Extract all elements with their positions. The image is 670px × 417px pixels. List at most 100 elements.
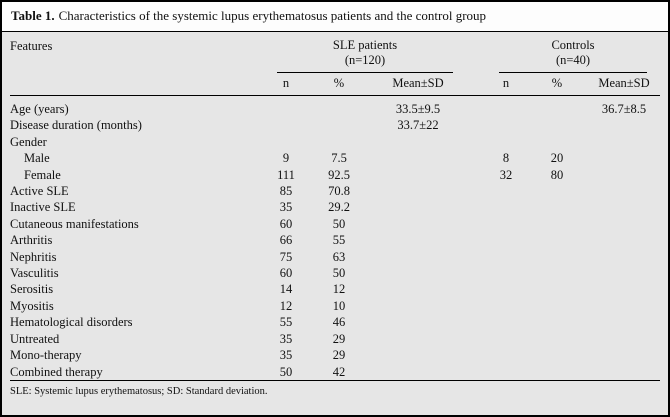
sle-n-cell xyxy=(264,134,308,150)
feature-cell: Gender xyxy=(10,134,47,149)
feature-cell: Vasculitis xyxy=(10,266,59,281)
sle-pct-cell: 63 xyxy=(332,249,346,264)
controls-n-cell xyxy=(486,183,526,199)
feature-cell: Myositis xyxy=(10,298,54,313)
sle-mean-cell: 33.5±9.5 xyxy=(395,102,441,116)
table-row-male: Male 9 7.5 8 20 xyxy=(10,150,660,166)
sle-n-cell: 9 xyxy=(282,151,290,166)
feature-cell: Age (years) xyxy=(10,102,69,116)
sle-mean-cell xyxy=(370,134,466,150)
table-row-active-sle: Active SLE 85 70.8 xyxy=(10,183,660,199)
feature-cell: Mono-therapy xyxy=(10,348,82,363)
sle-mean-cell xyxy=(370,281,466,297)
controls-n-cell xyxy=(486,364,526,381)
controls-pct-cell xyxy=(526,281,588,297)
sle-mean-cell xyxy=(370,183,466,199)
controls-mean-cell xyxy=(588,281,660,297)
sle-pct-cell: 12 xyxy=(332,282,346,297)
controls-n-cell: 32 xyxy=(499,167,513,182)
sle-mean-cell: 33.7±22 xyxy=(397,118,439,133)
controls-pct-cell xyxy=(526,134,588,150)
controls-group-name: Controls xyxy=(551,38,595,52)
table-row-age: Age (years) 33.5±9.5 36.7±8.5 xyxy=(10,96,660,118)
sle-n-cell: 66 xyxy=(279,233,293,248)
controls-pct-cell xyxy=(526,314,588,330)
sle-pct-cell: 70.8 xyxy=(328,184,350,199)
controls-mean-cell: 36.7±8.5 xyxy=(601,102,647,116)
controls-pct-cell xyxy=(526,331,588,347)
sle-pct-cell xyxy=(308,117,370,133)
column-gap xyxy=(466,32,486,96)
table-title: Table 1. Characteristics of the systemic … xyxy=(2,2,668,32)
controls-mean-cell xyxy=(588,117,660,133)
controls-mean-cell xyxy=(588,199,660,215)
sle-n-cell: 85 xyxy=(279,184,293,199)
sle-mean-cell xyxy=(370,364,466,381)
controls-n-cell xyxy=(486,199,526,215)
sle-n-cell xyxy=(264,96,308,118)
feature-cell: Combined therapy xyxy=(10,364,103,379)
controls-mean-cell xyxy=(588,364,660,381)
controls-pct-cell xyxy=(526,298,588,314)
table-row-hematological: Hematological disorders 55 46 xyxy=(10,314,660,330)
sle-pct-cell: 50 xyxy=(332,266,346,281)
sle-n-cell: 111 xyxy=(277,167,295,182)
table-row-inactive-sle: Inactive SLE 35 29.2 xyxy=(10,199,660,215)
table-rows: Age (years) 33.5±9.5 36.7±8.5 Disease du… xyxy=(10,96,660,381)
controls-mean-cell xyxy=(588,314,660,330)
sle-pct-cell: 92.5 xyxy=(328,167,350,182)
controls-n-cell xyxy=(486,265,526,281)
controls-n-cell xyxy=(486,298,526,314)
controls-mean-cell xyxy=(588,232,660,248)
controls-pct-cell: 20 xyxy=(550,151,564,166)
controls-n-cell xyxy=(486,331,526,347)
controls-group-labels: Controls (n=40) xyxy=(499,38,648,73)
sle-pct-cell xyxy=(308,96,370,118)
sle-n-cell: 60 xyxy=(279,266,293,281)
controls-pct-cell xyxy=(526,183,588,199)
controls-pct-cell xyxy=(526,249,588,265)
controls-n-cell xyxy=(486,117,526,133)
feature-cell: Hematological disorders xyxy=(10,315,133,330)
controls-mean-cell xyxy=(588,331,660,347)
sle-pct-cell: 50 xyxy=(332,216,346,231)
features-column-header: Features xyxy=(10,32,264,96)
sle-n-cell: 35 xyxy=(279,331,293,346)
table-header: Features SLE patients (n=120) Controls (… xyxy=(10,32,661,96)
sle-n-cell: 35 xyxy=(279,348,293,363)
sle-mean-cell xyxy=(370,199,466,215)
sle-pct-cell: 29 xyxy=(332,331,346,346)
sle-pct-header: % xyxy=(308,73,370,96)
feature-cell: Arthritis xyxy=(10,233,53,248)
sle-group-header: SLE patients (n=120) xyxy=(264,32,466,73)
sle-pct-cell: 55 xyxy=(332,233,346,248)
sle-n-cell xyxy=(264,117,308,133)
controls-pct-cell xyxy=(526,117,588,133)
controls-pct-cell xyxy=(526,216,588,232)
feature-cell: Untreated xyxy=(10,331,60,346)
controls-pct-cell xyxy=(526,232,588,248)
feature-cell: Serositis xyxy=(10,282,54,297)
sle-pct-cell xyxy=(308,134,370,150)
controls-n-cell: 8 xyxy=(502,151,510,166)
feature-cell: Disease duration (months) xyxy=(10,118,142,133)
sle-n-header: n xyxy=(264,73,308,96)
table-row-gender: Gender xyxy=(10,134,660,150)
controls-n-header: n xyxy=(486,73,526,96)
controls-mean-cell xyxy=(588,216,660,232)
sle-mean-cell xyxy=(370,167,466,183)
table-row-cutaneous: Cutaneous manifestations 60 50 xyxy=(10,216,660,232)
table-footer: SLE: Systemic lupus erythematosus; SD: S… xyxy=(10,379,661,404)
group-header-row: Features SLE patients (n=120) Controls (… xyxy=(10,32,660,96)
sle-n-cell: 12 xyxy=(279,298,293,313)
controls-mean-cell xyxy=(588,134,660,150)
controls-mean-cell xyxy=(588,249,660,265)
table-row-serositis: Serositis 14 12 xyxy=(10,281,660,297)
controls-mean-cell xyxy=(588,183,660,199)
controls-pct-cell xyxy=(526,347,588,363)
controls-n-cell xyxy=(486,281,526,297)
controls-mean-cell xyxy=(588,347,660,363)
sle-group-name: SLE patients xyxy=(332,38,398,52)
sle-pct-cell: 7.5 xyxy=(331,151,347,166)
